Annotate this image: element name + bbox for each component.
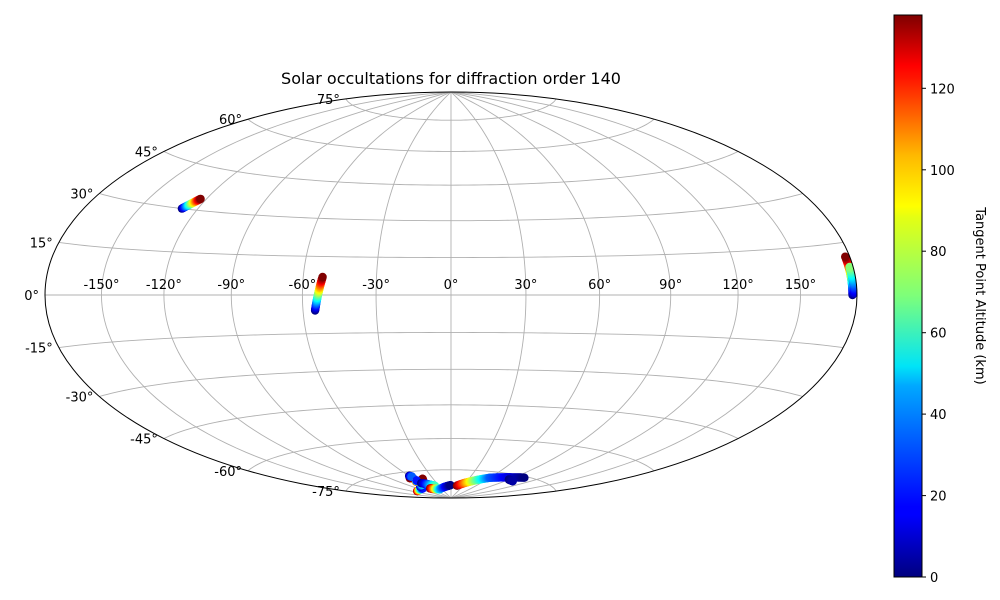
occultation-point <box>508 477 517 486</box>
longitude-tick-label: -60° <box>289 278 317 293</box>
latitude-tick-label: 0° <box>24 289 39 304</box>
latitude-tick-label: -60° <box>214 465 242 480</box>
map-area: -150° -120° -90° -60° -30° 0° 30° 60° 90° 120° 150… <box>24 91 858 500</box>
parallel-line <box>345 469 557 492</box>
longitude-tick-label: -120° <box>146 278 182 293</box>
parallel-line <box>99 193 803 222</box>
latitude-tick-label: 15° <box>30 237 53 252</box>
colorbar-tick-label: 0 <box>930 571 938 586</box>
parallel-line <box>247 438 655 472</box>
latitude-tick-label: -30° <box>66 391 94 406</box>
graticule <box>45 92 857 498</box>
longitude-tick-label: 90° <box>659 278 682 293</box>
latitude-tick-labels: -75° -60° -45° -30° -15° 0° 15° 30° 45° 60° 75° <box>24 93 340 500</box>
parallel-line <box>58 332 844 348</box>
occultation-point <box>196 194 205 204</box>
longitude-tick-label: 120° <box>722 278 753 293</box>
latitude-tick-label: -45° <box>130 433 158 448</box>
latitude-tick-label: -75° <box>312 485 340 500</box>
longitude-tick-label: -90° <box>217 278 245 293</box>
latitude-tick-label: 60° <box>219 113 242 128</box>
parallel-line <box>163 404 739 439</box>
occultation-point <box>845 262 854 272</box>
colorbar-label: Tangent Point Altitude (km) <box>972 206 987 384</box>
longitude-tick-label: 60° <box>588 278 611 293</box>
colorbar-tick-label: 80 <box>930 245 947 260</box>
occultation-point <box>446 481 455 490</box>
longitude-tick-label: -150° <box>83 278 119 293</box>
parallel-line <box>58 242 844 258</box>
longitude-tick-label: -30° <box>362 278 390 293</box>
colorbar-tick-label: 120 <box>930 82 955 97</box>
occultation-tracks <box>177 194 857 496</box>
parallel-line <box>163 151 739 186</box>
latitude-tick-label: 75° <box>317 93 340 108</box>
chart-title: Solar occultations for diffraction order… <box>281 69 621 88</box>
parallel-line <box>99 368 803 397</box>
latitude-tick-label: 45° <box>135 146 158 161</box>
colorbar-tick-label: 100 <box>930 164 955 179</box>
occultation-point <box>520 473 529 482</box>
longitude-tick-label: 0° <box>444 278 459 293</box>
latitude-tick-label: 30° <box>70 188 93 203</box>
colorbar-tick-label: 40 <box>930 408 947 423</box>
colorbar-ticks: 0 20 40 60 80 100 120 <box>922 82 955 586</box>
occultation-point <box>318 272 327 282</box>
occultation-point <box>841 252 850 261</box>
colorbar-tick-label: 60 <box>930 327 947 342</box>
colorbar: 0 20 40 60 80 100 120 Tangent Point Altitude (… <box>893 14 987 586</box>
colorbar-tick-label: 20 <box>930 490 947 505</box>
longitude-tick-label: 30° <box>514 278 537 293</box>
longitude-tick-labels: -150° -120° -90° -60° -30° 0° 30° 60° 90° 120° 150… <box>83 278 816 293</box>
latitude-tick-label: -15° <box>25 342 53 357</box>
parallel-line <box>247 118 655 152</box>
longitude-tick-label: 150° <box>785 278 816 293</box>
parallel-line <box>345 98 557 121</box>
colorbar-gradient <box>893 14 923 578</box>
map-boundary <box>44 91 858 499</box>
